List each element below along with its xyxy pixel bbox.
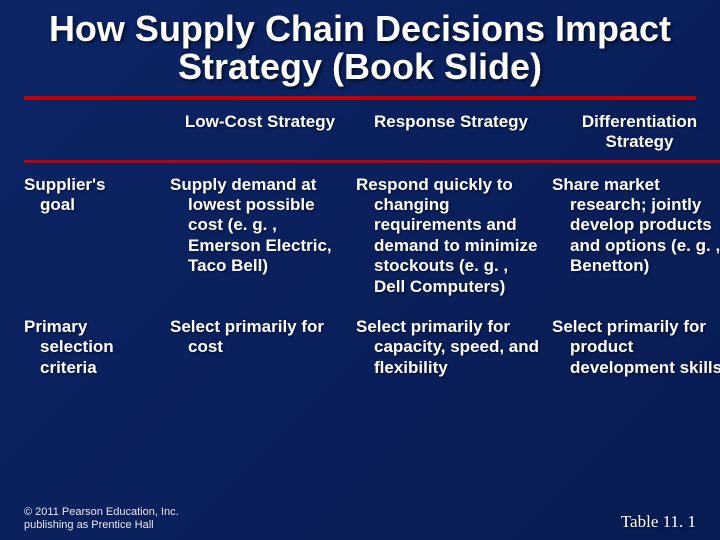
header-underline — [24, 160, 720, 163]
cell-text: Select primarily for product development… — [552, 317, 720, 378]
copyright-text: © 2011 Pearson Education, Inc. publishin… — [24, 506, 204, 532]
col-header-differentiation: Differentiation Strategy — [552, 108, 720, 158]
table-reference: Table 11. 1 — [621, 512, 696, 532]
table-cell: Respond quickly to changing requirements… — [356, 165, 546, 307]
table-cell: Share market research; jointly develop p… — [552, 165, 720, 307]
table-cell: Supply demand at lowest possible cost (e… — [170, 165, 350, 307]
col-header-empty — [24, 108, 164, 158]
strategy-table: Low-Cost Strategy Response Strategy Diff… — [0, 100, 720, 389]
table-cell: Select primarily for capacity, speed, an… — [356, 307, 546, 388]
row-label-line: Primary — [24, 317, 87, 336]
col-header-response: Response Strategy — [356, 108, 546, 158]
slide-title: How Supply Chain Decisions Impact Strate… — [0, 0, 720, 92]
cell-text: Share market research; jointly develop p… — [552, 175, 720, 277]
table-cell: Select primarily for cost — [170, 307, 350, 388]
col-header-lowcost: Low-Cost Strategy — [170, 108, 350, 158]
row-label-supplier-goal: Supplier's goal — [24, 165, 164, 307]
row-label-line: goal — [24, 195, 160, 215]
slide-footer: © 2011 Pearson Education, Inc. publishin… — [24, 506, 696, 532]
cell-text: Respond quickly to changing requirements… — [356, 175, 542, 297]
cell-text: Select primarily for cost — [170, 317, 346, 358]
table-cell: Select primarily for product development… — [552, 307, 720, 388]
cell-text: Supply demand at lowest possible cost (e… — [170, 175, 346, 277]
row-label-line: Supplier's — [24, 175, 106, 194]
row-label-selection-criteria: Primary selection criteria — [24, 307, 164, 388]
row-label-line: selection — [24, 337, 160, 357]
cell-text: Select primarily for capacity, speed, an… — [356, 317, 542, 378]
row-label-line: criteria — [24, 358, 160, 378]
